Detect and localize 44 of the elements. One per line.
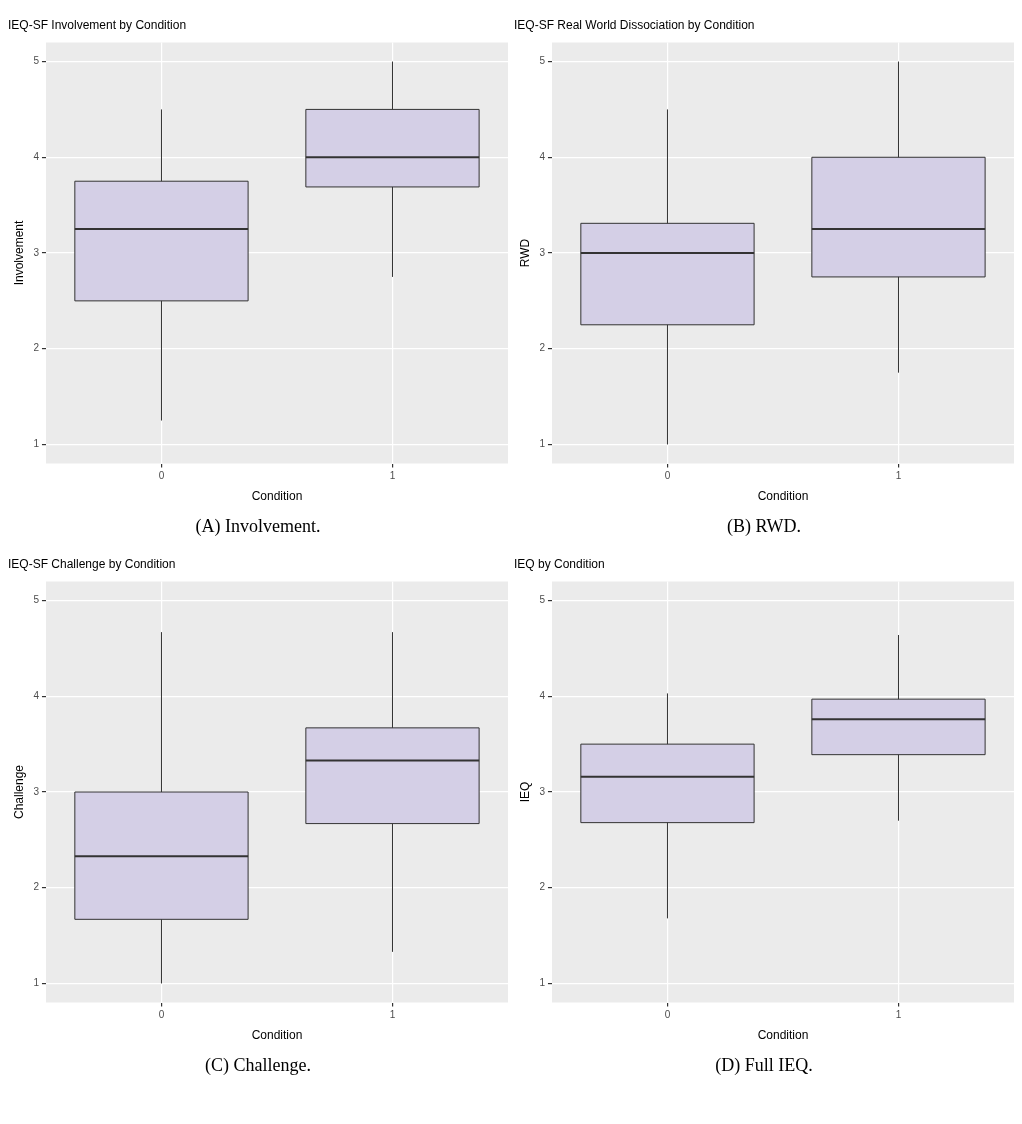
y-tick-label: 2 — [33, 881, 40, 893]
x-axis-title: Condition — [757, 489, 809, 504]
y-tick-label: 1 — [33, 977, 40, 989]
text: (A) Involvement. — [195, 516, 321, 537]
x-tick-label: 0 — [664, 470, 671, 482]
text: (C) Challenge. — [205, 1055, 311, 1076]
y-tick-label: 1 — [539, 438, 546, 450]
y-tick-label: 3 — [33, 246, 40, 258]
x-tick-label: 0 — [158, 1009, 165, 1021]
y-axis-title: Involvement — [11, 219, 26, 286]
text: (D) Full IEQ. — [715, 1055, 813, 1076]
x-tick-label: 1 — [895, 1009, 902, 1021]
y-tick-label: 5 — [539, 55, 546, 67]
y-tick-label: 2 — [539, 342, 546, 354]
y-tick-label: 3 — [539, 246, 546, 258]
text: (B) RWD. — [727, 516, 801, 537]
chart-title: IEQ by Condition — [514, 556, 605, 571]
x-tick-label: 0 — [158, 470, 165, 482]
y-tick-label: 5 — [539, 594, 546, 606]
y-tick-label: 5 — [33, 55, 40, 67]
y-tick-label: 4 — [33, 151, 40, 163]
x-tick-label: 1 — [389, 1009, 396, 1021]
chart-title: IEQ-SF Involvement by Condition — [8, 17, 187, 32]
y-axis-title: IEQ — [517, 781, 532, 803]
y-tick-label: 1 — [539, 977, 546, 989]
y-tick-label: 1 — [33, 438, 40, 450]
x-tick-label: 1 — [895, 470, 902, 482]
chart-title: IEQ-SF Challenge by Condition — [8, 556, 176, 571]
y-tick-label: 3 — [33, 785, 40, 797]
y-tick-label: 2 — [33, 342, 40, 354]
x-axis-title: Condition — [251, 489, 303, 504]
y-tick-label: 3 — [539, 785, 546, 797]
y-axis-title: Challenge — [11, 764, 26, 820]
y-tick-label: 4 — [539, 690, 546, 702]
chart-title: IEQ-SF Real World Dissociation by Condition — [514, 17, 755, 32]
x-tick-label: 0 — [664, 1009, 671, 1021]
x-axis-title: Condition — [251, 1028, 303, 1043]
y-tick-label: 4 — [33, 690, 40, 702]
y-tick-label: 4 — [539, 151, 546, 163]
x-axis-title: Condition — [757, 1028, 809, 1043]
y-axis-title: RWD — [517, 238, 532, 268]
x-tick-label: 1 — [389, 470, 396, 482]
y-tick-label: 2 — [539, 881, 546, 893]
y-tick-label: 5 — [33, 594, 40, 606]
